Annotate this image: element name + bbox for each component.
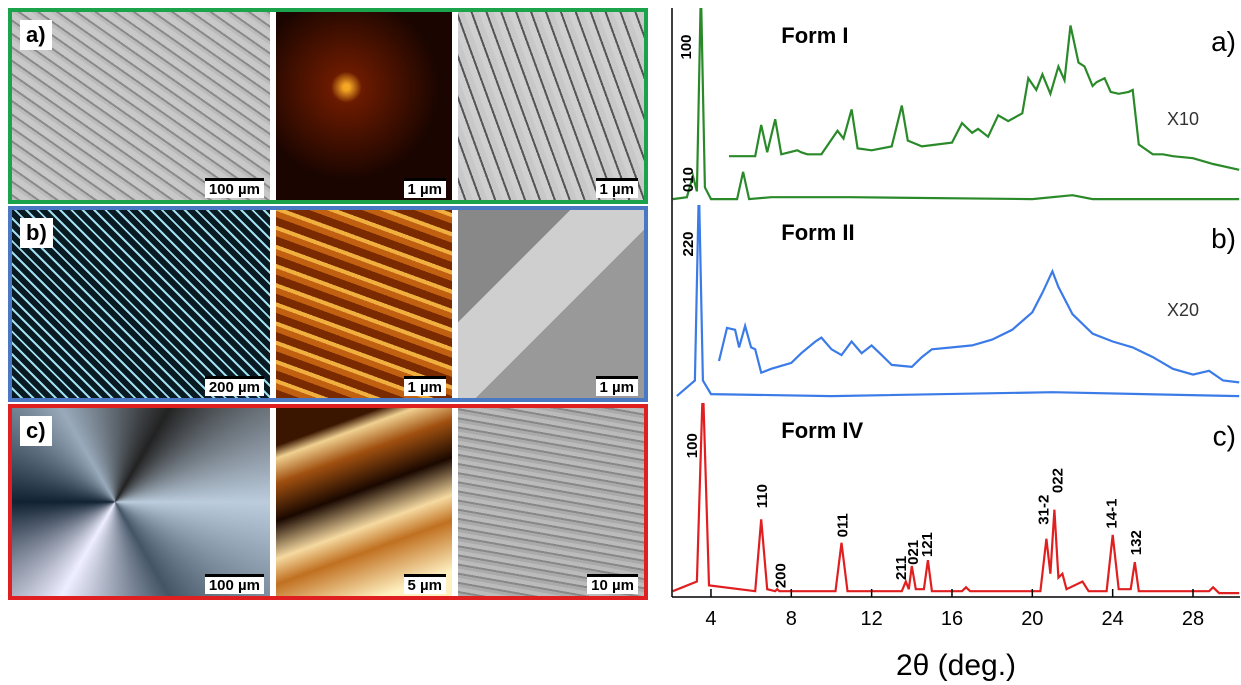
x-tick-label: 20	[1021, 608, 1043, 630]
scale-bar: 1 µm	[595, 376, 638, 396]
series-line	[729, 25, 1240, 171]
panel-label: a)	[20, 20, 52, 50]
x-tick-label: 28	[1182, 608, 1204, 630]
plot	[676, 205, 1240, 398]
plot	[672, 403, 1240, 595]
peak-label: 31-2	[1035, 495, 1052, 525]
x-tick-label: 8	[786, 608, 797, 630]
micrograph: 1 µm	[276, 210, 452, 398]
peak-label: 011	[835, 513, 852, 537]
peak-label: 100	[678, 34, 695, 59]
scale-bar: 1 µm	[403, 178, 446, 198]
series-line	[717, 268, 1240, 384]
peak-label: 200	[772, 563, 789, 588]
micrograph: 1 µm	[458, 12, 644, 200]
annotation: X10	[1167, 109, 1199, 129]
panel-label: b)	[1211, 223, 1236, 254]
x-tick-label: 16	[941, 608, 963, 630]
peak-label: 021	[905, 540, 922, 565]
peak-label: 110	[754, 484, 771, 508]
image-row: b) 200 µm 1 µm 1 µm	[8, 206, 648, 402]
peak-label: 010	[680, 167, 697, 192]
peak-label: 14-1	[1104, 499, 1121, 529]
image-row: c) 100 µm 5 µm 10 µm	[8, 404, 648, 600]
micrograph: 10 µm	[458, 408, 644, 596]
micrograph: 1 µm	[458, 210, 644, 398]
plot	[672, 8, 1240, 201]
micrograph: a) 100 µm	[12, 12, 270, 200]
peak-label: 121	[919, 532, 936, 557]
micrograph: 5 µm	[276, 408, 452, 596]
x-axis-label: 2θ (deg.)	[896, 649, 1016, 682]
panel-label: a)	[1211, 26, 1236, 57]
peak-label: 211	[893, 556, 910, 580]
scale-bar: 100 µm	[204, 178, 264, 198]
annotation: X20	[1167, 300, 1199, 320]
series-line	[672, 8, 1240, 201]
micrograph: c) 100 µm	[12, 408, 270, 596]
micrograph: 1 µm	[276, 12, 452, 200]
scale-bar: 100 µm	[204, 574, 264, 594]
series-line	[676, 205, 1240, 398]
x-tick-label: 4	[705, 608, 716, 630]
panel-title: Form II	[781, 220, 854, 245]
x-tick-label: 12	[861, 608, 883, 630]
scale-bar: 5 µm	[403, 574, 446, 594]
panel-label: c)	[1213, 421, 1236, 452]
peak-label: 132	[1128, 530, 1145, 555]
scale-bar: 200 µm	[204, 376, 264, 396]
micrograph: b) 200 µm	[12, 210, 270, 398]
x-tick-label: 24	[1102, 608, 1124, 630]
peak-label: 220	[680, 231, 697, 256]
panel-title: Form I	[781, 23, 848, 48]
panel-label: c)	[20, 416, 52, 446]
panel-label: b)	[20, 218, 53, 248]
scale-bar: 1 µm	[595, 178, 638, 198]
peak-label: 022	[1049, 468, 1066, 493]
image-row: a) 100 µm 1 µm 1 µm	[8, 8, 648, 204]
scale-bar: 10 µm	[587, 574, 638, 594]
series-line	[672, 403, 1240, 595]
panel-title: Form IV	[781, 418, 863, 443]
scale-bar: 1 µm	[403, 376, 446, 396]
peak-label: 100	[684, 433, 701, 458]
